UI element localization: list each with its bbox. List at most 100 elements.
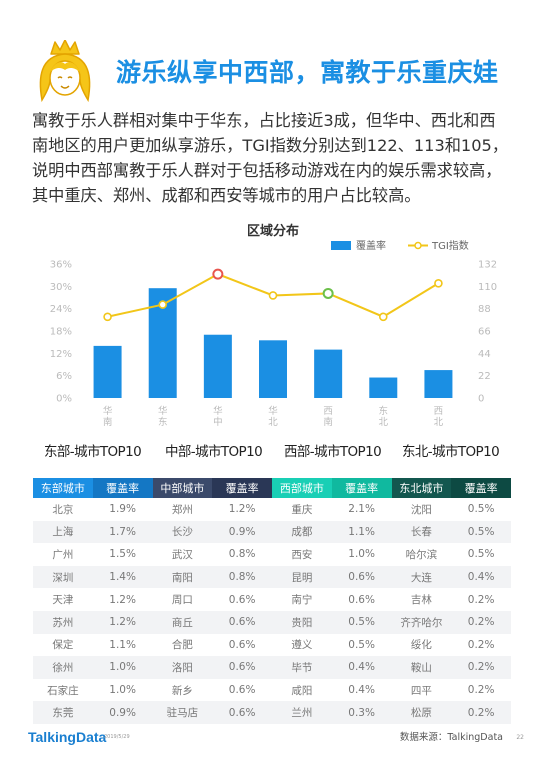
city-cell: 四平 [410, 684, 432, 697]
table-row: 深圳 1.4% 南阳 0.8% 昆明 0.6% 大连 0.4% [33, 565, 511, 589]
coverage-cell: 0.6% [228, 593, 256, 606]
coverage-cell: 0.5% [331, 610, 392, 634]
tgi-point-highlight [322, 287, 334, 299]
west-ranking-heading: 西部-城市TOP10 [284, 444, 382, 460]
region-distribution-chart: 0%6%12%18%24%30%36%022446688110132华南华东华中… [50, 239, 497, 428]
right-axis-tick-label: 110 [478, 282, 497, 293]
x-axis-category-label: 西 [434, 406, 444, 417]
coverage-cell: 0.6% [212, 701, 272, 724]
coverage-cell: 1.4% [92, 565, 153, 589]
city-cell: 咸阳 [291, 684, 313, 697]
city-cell: 西安 [291, 548, 313, 561]
col-header: 东部城市 [33, 478, 93, 498]
city-cell: 新乡 [171, 684, 193, 697]
coverage-cell: 0.8% [228, 548, 256, 561]
right-axis-tick-label: 88 [478, 304, 491, 315]
coverage-cell: 0.9% [212, 520, 272, 544]
northeast-ranking-heading: 东北-城市TOP10 [402, 444, 500, 460]
coverage-cell: 0.2% [451, 656, 511, 679]
coverage-cell: 0.5% [467, 503, 495, 516]
right-axis-tick-label: 22 [478, 371, 491, 382]
right-axis-tick-label: 44 [478, 349, 491, 360]
city-cell: 北京 [52, 503, 74, 516]
x-axis-category-label: 北 [268, 417, 278, 428]
x-axis-category-label: 华 [268, 405, 278, 417]
talkingdata-logo: TalkingData [28, 729, 107, 745]
coverage-cell: 1.2% [109, 593, 136, 606]
left-axis-tick-label: 18% [50, 327, 72, 338]
bar-华中 [203, 334, 232, 398]
bar-西南 [314, 349, 343, 398]
x-axis-category-label: 西 [323, 406, 333, 417]
city-cell: 苏州 [33, 610, 93, 634]
city-cell: 重庆 [291, 503, 313, 516]
x-axis-category-label: 东 [158, 416, 168, 428]
x-axis-category-label: 中 [213, 416, 223, 428]
legend-bar-label: 覆盖率 [356, 239, 386, 252]
bar-华南 [93, 345, 122, 398]
x-axis-category-label: 华 [158, 405, 168, 417]
city-cell: 长春 [391, 520, 452, 544]
left-axis-tick-label: 0% [56, 394, 72, 405]
city-cell: 石家庄 [47, 684, 79, 697]
coverage-cell: 0.6% [212, 656, 272, 679]
city-cell: 齐齐哈尔 [391, 610, 452, 634]
x-axis-category-label: 华 [213, 405, 223, 417]
coverage-cell: 0.8% [212, 565, 272, 589]
table-row: 徐州 1.0% 洛阳 0.6% 毕节 0.4% 鞍山 0.2% [33, 656, 511, 679]
city-cell: 洛阳 [152, 656, 213, 679]
coverage-cell: 0.6% [212, 610, 272, 634]
coverage-cell: 0.5% [451, 520, 511, 544]
coverage-cell: 0.5% [467, 548, 495, 561]
bar-华北 [259, 340, 287, 398]
east-ranking-heading: 东部-城市TOP10 [44, 444, 142, 460]
coverage-cell: 0.2% [467, 593, 495, 606]
tgi-point [103, 312, 112, 322]
x-axis-category-label: 北 [434, 417, 444, 428]
bar-西北 [424, 370, 453, 398]
coverage-cell: 0.3% [331, 701, 392, 724]
col-header: 覆盖率 [92, 478, 153, 498]
city-cell: 保定 [52, 639, 74, 652]
coverage-cell: 0.2% [467, 638, 495, 651]
coverage-cell: 0.2% [451, 701, 511, 724]
coverage-cell: 1.2% [92, 610, 153, 634]
city-cell: 大连 [391, 565, 452, 589]
col-header: 中部城市 [152, 478, 213, 498]
city-cell: 周口 [171, 594, 193, 607]
girl-avatar-icon [39, 40, 91, 103]
page-title: 游乐纵享中西部，寓教于乐重庆娃 [116, 58, 499, 87]
city-cell: 沈阳 [410, 503, 432, 516]
coverage-cell: 0.6% [228, 684, 256, 697]
page-number: 22 [516, 734, 524, 741]
table-row: 天津 1.2% 周口 0.6% 南宁 0.6% 吉林 0.2% [33, 588, 511, 611]
coverage-cell: 1.2% [228, 503, 256, 516]
city-cell: 毕节 [272, 656, 332, 679]
bar-东北 [369, 377, 398, 398]
col-header: 东北城市 [391, 478, 452, 498]
coverage-cell: 0.4% [451, 565, 511, 589]
coverage-cell: 0.2% [467, 684, 495, 697]
city-cell: 武汉 [171, 548, 193, 561]
coverage-cell: 1.7% [92, 520, 153, 544]
city-cell: 广州 [52, 548, 74, 561]
city-cell: 绥化 [410, 639, 432, 652]
city-cell: 驻马店 [152, 701, 213, 724]
coverage-cell: 1.0% [92, 656, 153, 679]
coverage-cell: 1.9% [109, 503, 136, 516]
x-axis-category-label: 东 [379, 405, 389, 417]
legend-bar-swatch [331, 241, 351, 250]
city-cell: 郑州 [171, 503, 193, 516]
coverage-cell: 0.4% [331, 656, 392, 679]
city-cell: 昆明 [272, 565, 332, 589]
tgi-point-highlight [212, 268, 224, 280]
table-row: 石家庄 1.0% 新乡 0.6% 咸阳 0.4% 四平 0.2% [33, 679, 511, 702]
tgi-point [268, 291, 278, 300]
city-cell: 长沙 [152, 520, 213, 544]
table-header-row: 东部城市 覆盖率 中部城市 覆盖率 西部城市 覆盖率 东北城市 覆盖率 [33, 478, 511, 498]
city-cell: 南阳 [152, 565, 213, 589]
x-axis-category-label: 南 [323, 416, 333, 428]
city-cell: 哈尔滨 [405, 548, 438, 561]
city-cell: 贵阳 [272, 610, 332, 634]
table-row: 上海 1.7% 长沙 0.9% 成都 1.1% 长春 0.5% [33, 520, 511, 544]
